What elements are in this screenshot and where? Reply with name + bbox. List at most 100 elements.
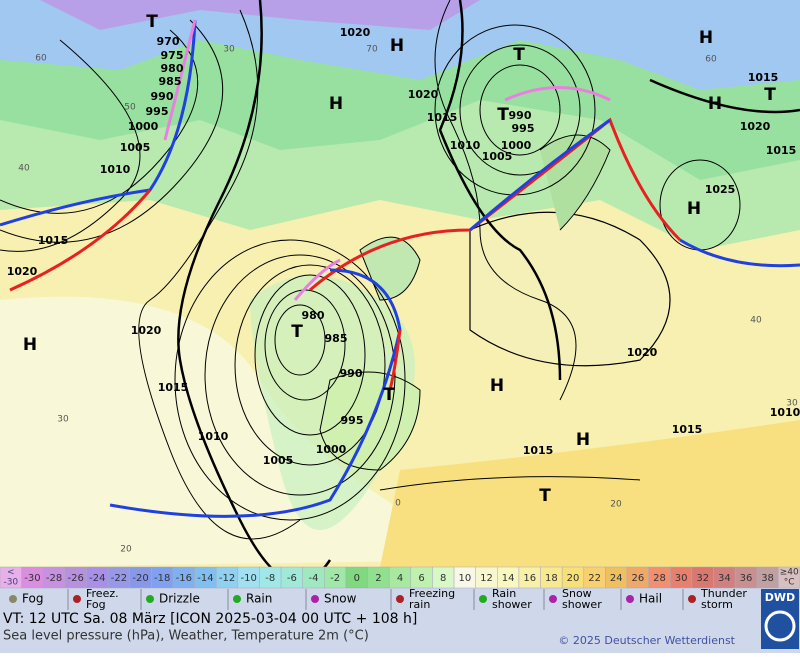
isobar-label: 1000: [501, 139, 532, 152]
weather-legend-label: Rain: [492, 587, 516, 600]
isobar-label: 995: [341, 414, 364, 427]
scale-label: 16: [523, 573, 536, 584]
scale-label: -24: [89, 573, 105, 584]
scale-label: 38: [761, 573, 774, 584]
isobar-label: 1025: [705, 183, 736, 196]
weather-icon: [396, 595, 404, 603]
map-labels: 9709759809859909951000100510101015102010…: [7, 12, 800, 555]
isobar-label: 1000: [128, 120, 159, 133]
temperature-label: 30: [786, 399, 798, 409]
weather-legend-label: rain: [409, 598, 430, 611]
scale-low-label: -30: [3, 578, 18, 588]
description: Sea level pressure (hPa), Weather, Tempe…: [3, 629, 369, 644]
pressure-center: T: [539, 486, 551, 506]
scale-label: -30: [24, 573, 40, 584]
valid-time: VT: 12 UTC Sa. 08 März [ICON 2025-03-04 …: [3, 611, 417, 627]
temperature-label: 40: [750, 316, 762, 326]
scale-high-label: ≥40: [780, 568, 799, 578]
pressure-center: T: [383, 385, 395, 405]
isobar-label: 1020: [340, 26, 371, 39]
weather-legend-label: shower: [492, 598, 532, 611]
scale-label: -4: [309, 573, 319, 584]
isobar-label: 975: [161, 49, 184, 62]
scale-label: 26: [631, 573, 644, 584]
pressure-center: H: [23, 335, 37, 355]
temperature-label: 70: [366, 45, 378, 55]
scale-label: -12: [219, 573, 235, 584]
thick-isobars: [177, 0, 800, 584]
pressure-center: T: [291, 322, 303, 342]
scale-label: 10: [458, 573, 471, 584]
scale-low-label: <: [7, 568, 15, 578]
color-scale: <-30 -30 -28 -26 -24 -22 -20 -18 -16 -14 -12 -10 -8-…: [0, 566, 800, 589]
logo: DWD: [765, 591, 795, 604]
pressure-center: H: [490, 376, 504, 396]
isobar-label: 1000: [316, 443, 347, 456]
temperature-label: 20: [610, 500, 622, 510]
weather-legend-label: Snow: [324, 592, 357, 606]
weather-legend-label: Thunder: [700, 587, 747, 600]
scale-label: 32: [696, 573, 709, 584]
scale-label: -20: [132, 573, 148, 584]
weather-legend-label: Fog: [22, 592, 43, 606]
isobar-label: 1005: [482, 150, 513, 163]
isobar-label: 1005: [120, 141, 151, 154]
temperature-label: 60: [705, 55, 717, 65]
fronts: [0, 19, 800, 518]
isobar-label: 990: [509, 109, 532, 122]
isobar-label: 1010: [100, 163, 131, 176]
scale-label: -18: [154, 573, 170, 584]
isobar-label: 1010: [198, 430, 229, 443]
scale-label: 14: [502, 573, 515, 584]
temperature-label: 60: [35, 54, 47, 64]
isobar-label: 995: [512, 122, 535, 135]
isobar-label: 1015: [748, 71, 779, 84]
isobar-label: 1005: [263, 454, 294, 467]
isobar-label: 1010: [770, 406, 800, 419]
scale-label: 8: [440, 573, 446, 584]
pressure-center: H: [390, 36, 404, 56]
scale-label: -6: [287, 573, 297, 584]
weather-legend-label: shower: [562, 598, 602, 611]
isobar-label: 980: [161, 62, 184, 75]
isobar-label: 1015: [158, 381, 189, 394]
map-background: [0, 0, 800, 567]
scale-label: 30: [675, 573, 688, 584]
pressure-center: T: [146, 12, 158, 32]
isobar-label: 1015: [672, 423, 703, 436]
isobar-label: 995: [146, 105, 169, 118]
weather-legend: Fog Freez.Fog Drizzle Rain Snow FreezingrainR…: [9, 587, 747, 611]
weather-legend-label: Hail: [639, 592, 662, 606]
scale-label: 22: [588, 573, 601, 584]
isobar-label: 980: [302, 309, 325, 322]
pressure-center: T: [497, 105, 509, 125]
logo-mark: [764, 610, 796, 642]
isobar-label: 990: [151, 90, 174, 103]
isobar-label: 1015: [523, 444, 554, 457]
isobar-label: 1015: [766, 144, 797, 157]
pressure-center: H: [708, 94, 722, 114]
scale-high-label: °C: [784, 578, 795, 588]
isobar-label: 1020: [627, 346, 658, 359]
pressure-center: H: [576, 430, 590, 450]
pressure-center: T: [513, 45, 525, 65]
scale-label: -22: [111, 573, 127, 584]
isobar-label: 985: [325, 332, 348, 345]
scale-label: -16: [176, 573, 192, 584]
weather-icon: [146, 595, 154, 603]
scale-label: 18: [545, 573, 558, 584]
weather-icon: [233, 595, 241, 603]
isobar-label: 1020: [7, 265, 38, 278]
pressure-center: H: [699, 28, 713, 48]
pressure-center: T: [764, 85, 776, 105]
weather-icon: [626, 595, 634, 603]
weather-icon: [479, 595, 487, 603]
scale-label: -28: [46, 573, 62, 584]
weather-icon: [688, 595, 696, 603]
temperature-label: 40: [18, 164, 30, 174]
weather-legend-label: Fog: [86, 598, 106, 611]
isobar-label: 985: [159, 75, 182, 88]
weather-icon: [549, 595, 557, 603]
isobar-label: 1020: [131, 324, 162, 337]
